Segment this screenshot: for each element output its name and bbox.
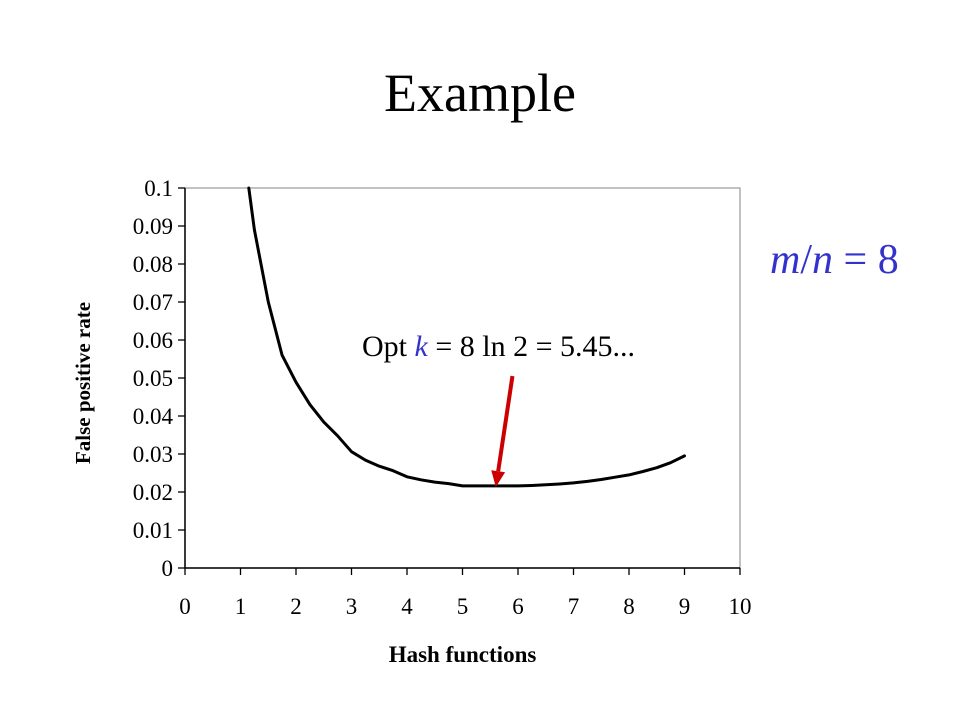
- y-tick-label: 0.09: [133, 214, 173, 239]
- y-tick-label: 0.01: [133, 518, 173, 543]
- x-tick-label: 9: [679, 594, 691, 619]
- slide-title: Example: [384, 63, 576, 123]
- x-tick-label: 0: [179, 594, 191, 619]
- y-tick-label: 0: [162, 556, 174, 581]
- ratio-label: m/n = 8: [770, 236, 899, 284]
- annotation-prefix: Opt: [362, 330, 415, 363]
- optimum-annotation: Opt k = 8 ln 2 = 5.45...: [362, 330, 635, 364]
- x-tick-label: 7: [568, 594, 580, 619]
- y-tick-label: 0.03: [133, 442, 173, 467]
- x-tick-label: 5: [457, 594, 469, 619]
- ratio-value: = 8: [833, 237, 899, 283]
- y-tick-label: 0.08: [133, 252, 173, 277]
- y-tick-label: 0.1: [144, 176, 173, 201]
- x-tick-label: 6: [512, 594, 524, 619]
- x-tick-label: 1: [235, 594, 247, 619]
- y-tick-label: 0.02: [133, 480, 173, 505]
- annotation-arrow-head: [491, 470, 506, 488]
- annotation-k: k: [414, 330, 428, 363]
- x-tick-label: 10: [729, 594, 752, 619]
- y-axis-label: False positive rate: [71, 302, 95, 464]
- ratio-n: n: [812, 237, 834, 283]
- annotation-value: = 8 ln 2 = 5.45...: [427, 330, 636, 363]
- y-tick-label: 0.06: [133, 328, 173, 353]
- series-line-0: [247, 186, 686, 488]
- x-tick-label: 8: [623, 594, 635, 619]
- plot-area: [184, 187, 741, 569]
- x-tick-label: 3: [346, 594, 358, 619]
- x-axis-label: Hash functions: [389, 642, 537, 667]
- annotation-arrow-shaft: [496, 375, 515, 472]
- x-tick-label: 4: [401, 594, 413, 619]
- y-tick-label: 0.07: [133, 290, 173, 315]
- x-tick-label: 2: [290, 594, 302, 619]
- y-tick-label: 0.05: [133, 366, 173, 391]
- y-tick-label: 0.04: [133, 404, 174, 429]
- ratio-slash: /: [800, 237, 813, 283]
- ratio-m: m: [770, 237, 801, 283]
